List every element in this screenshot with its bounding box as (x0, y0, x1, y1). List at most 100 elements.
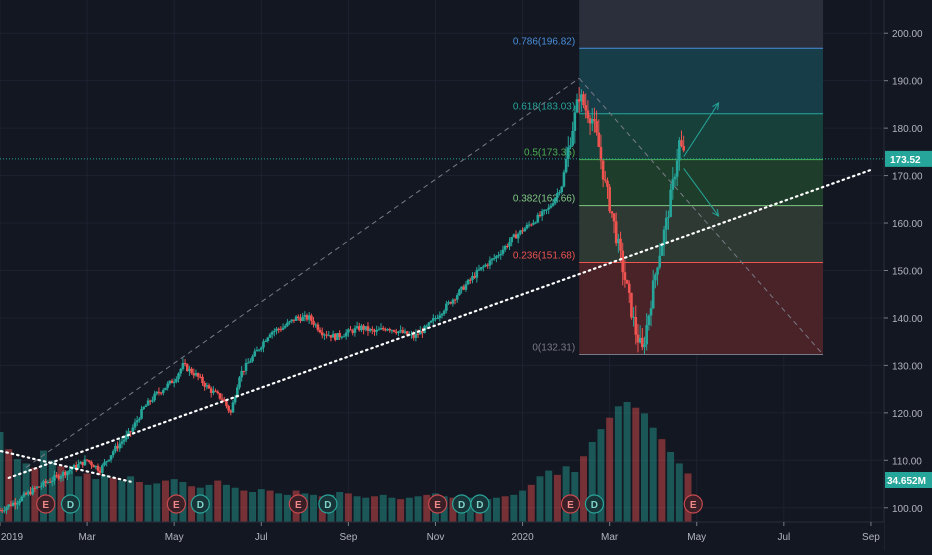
volume-bar (161, 480, 169, 522)
candle-body (138, 418, 141, 421)
volume-bar (48, 460, 56, 522)
candle-body (466, 279, 470, 285)
candle-body (627, 283, 631, 293)
volume-bar (275, 493, 283, 522)
candle-body (601, 160, 605, 180)
earnings-marker[interactable]: E (166, 494, 186, 514)
candle-body (473, 275, 476, 278)
earnings-icon (288, 494, 308, 514)
last-price-tag (885, 150, 932, 167)
price-axis[interactable]: 100.00 110.00 120.00 130.00 140.00 150.00 160.… (883, 0, 932, 550)
rising-trendline[interactable] (7, 168, 873, 479)
candle-body (464, 284, 468, 290)
candle-body (209, 388, 213, 393)
dividend-marker[interactable]: D (584, 494, 605, 514)
candle-body (501, 249, 505, 254)
volume-bar (153, 483, 161, 522)
last-price-label: 173.52 (890, 155, 921, 166)
candle-body (283, 325, 287, 328)
time-axis[interactable]: 2019 Mar May Jul Sep Nov 2020 Mar May Jul Sep (0, 521, 884, 550)
candle-body (301, 316, 304, 321)
candle-body (320, 332, 324, 336)
candle-body (16, 502, 19, 505)
candle-body (61, 471, 65, 477)
dividend-marker[interactable]: D (318, 494, 338, 514)
fib-level-label: 0.236(151.68) (513, 251, 575, 262)
volume-bar (144, 484, 152, 522)
candle-body (266, 337, 270, 342)
time-tick-label: 2019 (1, 532, 24, 543)
candle-body (318, 329, 322, 333)
candle-body (580, 94, 583, 102)
candle-body (669, 189, 672, 217)
price-tick-label: 180.00 (892, 124, 923, 135)
candle-body (85, 459, 89, 461)
candle-body (264, 341, 267, 343)
candle-body (231, 402, 235, 413)
dividend-marker[interactable]: D (451, 494, 472, 514)
descending-trendline[interactable] (0, 449, 132, 483)
candle-body (471, 275, 474, 280)
candle-body (482, 266, 485, 268)
candle-body (292, 319, 296, 321)
candle-body (325, 334, 328, 336)
dividend-marker[interactable]: D (190, 494, 210, 514)
projection-up-arrow[interactable] (683, 102, 719, 157)
candle-body (244, 362, 248, 372)
candle-body (334, 333, 337, 340)
candle-body (74, 464, 78, 469)
candle-body (678, 140, 681, 161)
candle-body (488, 260, 492, 266)
candle-body (412, 334, 415, 338)
fib-zone (579, 262, 824, 355)
earnings-marker[interactable]: E (36, 494, 56, 514)
candle-body (29, 491, 32, 495)
candle-body (392, 330, 396, 332)
candle-body (649, 308, 653, 316)
candle-body (199, 376, 202, 378)
earnings-marker[interactable]: E (288, 494, 308, 514)
earnings-icon (36, 494, 56, 514)
volume-bar (466, 497, 474, 522)
time-tick-label: 2020 (511, 532, 534, 543)
candle-body (429, 320, 433, 323)
candle-body (192, 373, 196, 376)
candle-body (403, 331, 407, 333)
volume-bar (83, 473, 91, 522)
candle-body (122, 439, 126, 442)
candle-body (207, 385, 211, 389)
candle-body (294, 316, 298, 321)
volume-bar (127, 476, 135, 522)
candle-body (584, 105, 588, 111)
fib-anchor-diagonal[interactable] (578, 77, 824, 355)
plot-area[interactable]: 0.786(196.82) 0.618(183.03) 0.5(173.35) 0.3… (0, 0, 884, 522)
candle-body (551, 203, 555, 206)
candle-body (577, 99, 581, 102)
candle-body (22, 493, 26, 497)
dividend-marker[interactable]: D (60, 494, 81, 514)
dividend-marker[interactable]: D (470, 494, 490, 514)
projection-down-arrow[interactable] (683, 168, 719, 217)
candle-body (140, 409, 143, 419)
price-tick-label: 150.00 (892, 266, 923, 277)
earnings-marker[interactable]: E (560, 494, 581, 514)
earnings-marker[interactable]: E (683, 494, 703, 514)
candle-body (514, 234, 518, 239)
drawings[interactable] (0, 77, 873, 483)
earnings-marker[interactable]: E (428, 494, 448, 514)
price-candles[interactable] (0, 87, 685, 515)
candle-body (259, 347, 263, 350)
candle-body (451, 299, 455, 304)
candle-body (27, 491, 30, 495)
candle-body (144, 405, 148, 408)
fib-anchor-diagonal[interactable] (25, 77, 580, 468)
candle-body (98, 470, 102, 473)
fibonacci-retracement[interactable]: 0.786(196.82) 0.618(183.03) 0.5(173.35) 0.3… (513, 0, 824, 355)
time-axis-bg (0, 522, 884, 550)
candle-body (375, 329, 378, 332)
candle-body (569, 145, 572, 148)
candle-body (499, 253, 503, 256)
